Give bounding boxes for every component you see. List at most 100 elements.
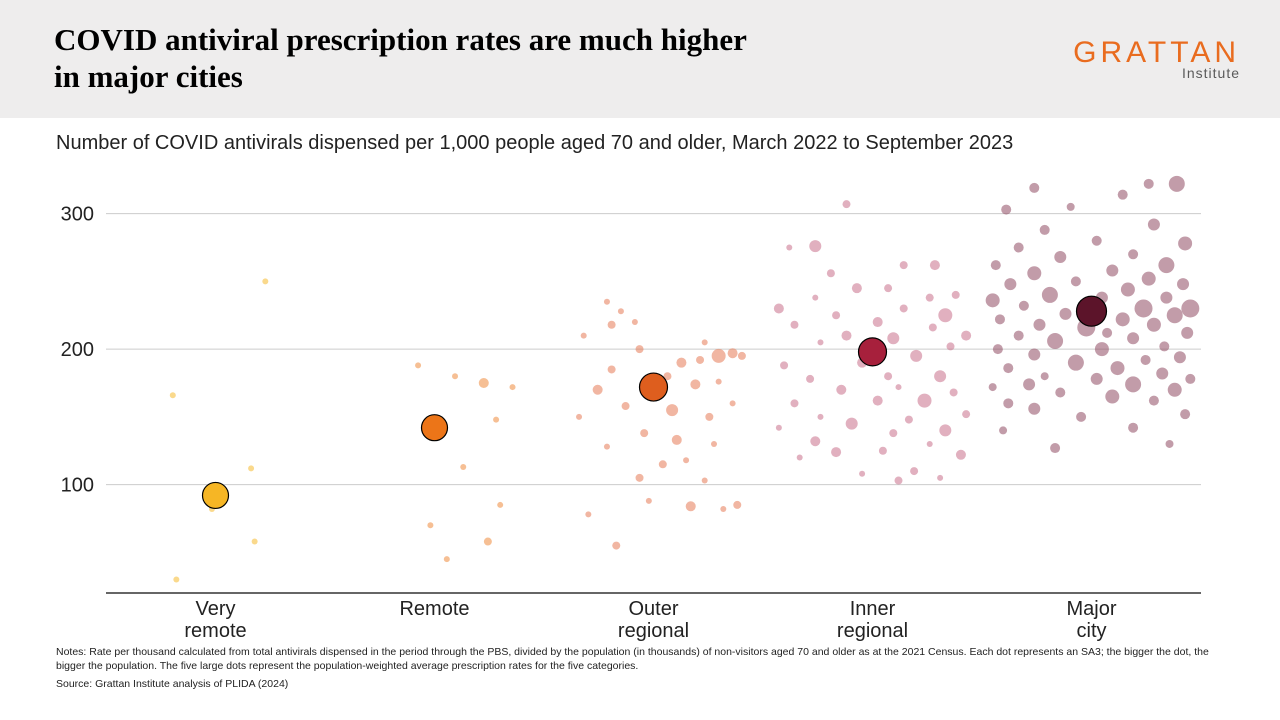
data-point (636, 345, 644, 353)
data-point (884, 372, 892, 380)
data-point (702, 478, 708, 484)
data-point (702, 339, 708, 345)
data-point (836, 385, 846, 395)
data-point (252, 539, 258, 545)
data-point (1001, 205, 1011, 215)
data-point (1127, 332, 1139, 344)
chart-container: 100200300VeryremoteRemoteOuterregionalIn… (56, 163, 1232, 641)
data-point (1141, 355, 1151, 365)
data-point (1148, 218, 1160, 230)
data-point (1180, 409, 1190, 419)
data-point (927, 441, 933, 447)
data-point (895, 477, 903, 485)
data-point (497, 502, 503, 508)
data-point (1028, 349, 1040, 361)
data-point (1121, 283, 1135, 297)
x-axis-label: Outerregional (618, 598, 689, 641)
data-point (690, 379, 700, 389)
data-point (1019, 301, 1029, 311)
data-point (262, 278, 268, 284)
data-point (1158, 257, 1174, 273)
data-point (1068, 355, 1084, 371)
data-point (460, 464, 466, 470)
data-point (1091, 373, 1103, 385)
data-point (1029, 183, 1039, 193)
category-mean-point (422, 415, 448, 441)
data-point (1135, 299, 1153, 317)
data-point (774, 303, 784, 313)
data-point (1040, 225, 1050, 235)
data-point (1174, 351, 1186, 363)
data-point (817, 339, 823, 345)
notes-text: Notes: Rate per thousand calculated from… (56, 645, 1232, 673)
data-point (910, 467, 918, 475)
data-point (956, 450, 966, 460)
data-point (832, 311, 840, 319)
data-point (1147, 318, 1161, 332)
svg-text:100: 100 (61, 475, 94, 497)
data-point (806, 375, 814, 383)
data-point (608, 321, 616, 329)
data-point (711, 441, 717, 447)
data-point (452, 373, 458, 379)
data-point (484, 538, 492, 546)
data-point (712, 349, 726, 363)
data-point (993, 344, 1003, 354)
data-point (786, 245, 792, 251)
data-point (790, 399, 798, 407)
data-point (593, 385, 603, 395)
data-point (900, 304, 908, 312)
data-point (636, 474, 644, 482)
data-point (1003, 398, 1013, 408)
data-point (1125, 376, 1141, 392)
logo-main-text: GRATTAN (1073, 38, 1240, 68)
data-point (1128, 249, 1138, 259)
data-point (1185, 374, 1195, 384)
data-point (728, 348, 738, 358)
data-point (961, 331, 971, 341)
data-point (1169, 176, 1185, 192)
category-mean-point (203, 482, 229, 508)
data-point (510, 384, 516, 390)
data-point (827, 269, 835, 277)
data-point (947, 342, 955, 350)
data-point (831, 447, 841, 457)
data-point (1054, 251, 1066, 263)
data-point (817, 414, 823, 420)
data-point (810, 436, 820, 446)
data-point (1042, 287, 1058, 303)
data-point (1160, 292, 1172, 304)
x-axis-label: Innerregional (837, 598, 908, 641)
data-point (926, 294, 934, 302)
data-point (248, 465, 254, 471)
x-axis-label: Veryremote (184, 598, 246, 641)
data-point (576, 414, 582, 420)
data-point (604, 444, 610, 450)
source-text: Source: Grattan Institute analysis of PL… (56, 677, 1232, 691)
data-point (585, 511, 591, 517)
data-point (809, 240, 821, 252)
x-axis-label: Remote (399, 598, 469, 620)
data-point (962, 410, 970, 418)
category-mean-point (1077, 296, 1107, 326)
data-point (1067, 203, 1075, 211)
data-point (581, 333, 587, 339)
data-point (873, 396, 883, 406)
data-point (1159, 341, 1169, 351)
data-point (1028, 403, 1040, 415)
data-point (676, 358, 686, 368)
data-point (683, 457, 689, 463)
data-point (952, 291, 960, 299)
chart-subtitle: Number of COVID antivirals dispensed per… (0, 118, 1280, 155)
data-point (1156, 368, 1168, 380)
data-point (415, 362, 421, 368)
data-point (444, 556, 450, 562)
data-point (1167, 307, 1183, 323)
data-point (479, 378, 489, 388)
data-point (930, 260, 940, 270)
data-point (986, 293, 1000, 307)
data-point (859, 471, 865, 477)
data-point (790, 321, 798, 329)
data-point (1166, 440, 1174, 448)
data-point (632, 319, 638, 325)
